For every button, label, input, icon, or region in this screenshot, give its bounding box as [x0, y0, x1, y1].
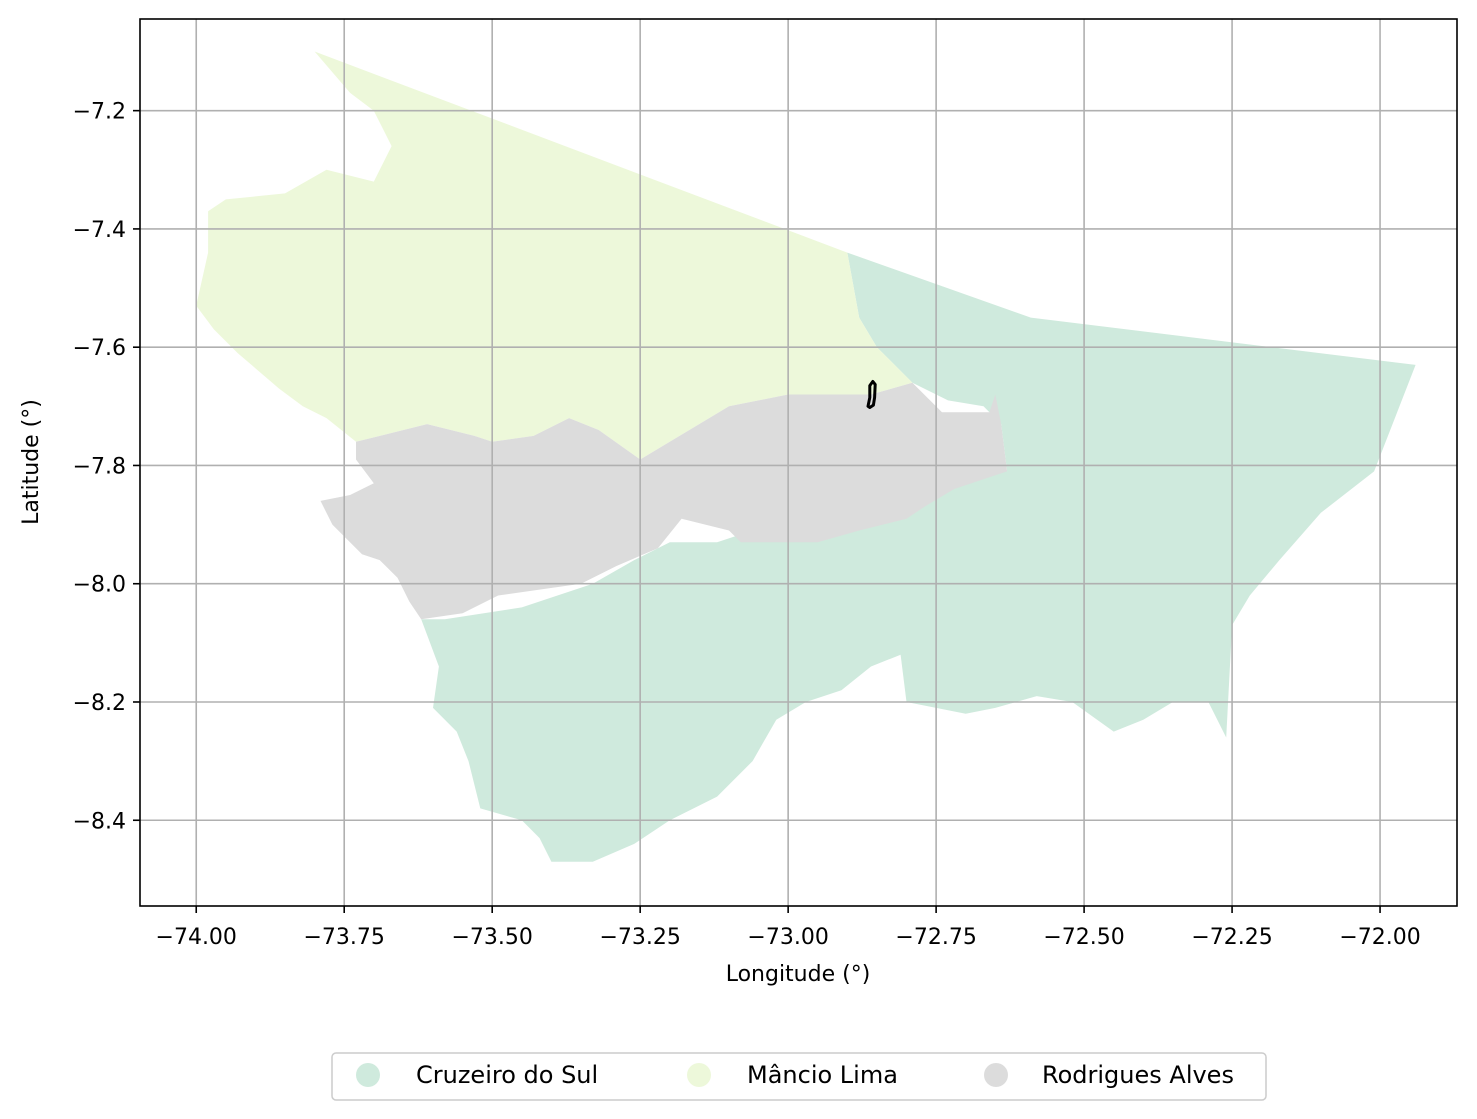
x-tick-label: −72.00: [1339, 925, 1420, 950]
outlined-feature: [866, 380, 877, 409]
ticks-layer: −74.00 −73.75 −73.50 −73.25 −73.00 −72.75 −72.…: [73, 100, 1421, 950]
y-tick-label: −8.0: [73, 573, 126, 598]
x-tick-label: −73.50: [451, 925, 532, 950]
legend-marker-mancio-lima: [687, 1063, 711, 1087]
y-tick-label: −8.2: [73, 691, 126, 716]
x-tick-label: −74.00: [156, 925, 237, 950]
legend-marker-cruzeiro-do-sul: [356, 1063, 380, 1087]
y-tick-label: −7.2: [73, 100, 126, 125]
x-tick-label: −72.25: [1191, 925, 1272, 950]
x-axis-label: Longitude (°): [726, 962, 871, 987]
x-tick-label: −73.25: [599, 925, 680, 950]
legend-label-rodrigues-alves: Rodrigues Alves: [1042, 1061, 1234, 1089]
legend-label-cruzeiro-do-sul: Cruzeiro do Sul: [416, 1061, 598, 1089]
y-tick-label: −7.6: [73, 336, 126, 361]
region-mancio-lima: [196, 51, 913, 460]
x-tick-label: −73.75: [303, 925, 384, 950]
legend-label-mancio-lima: Mâncio Lima: [747, 1061, 898, 1089]
region-cruzeiro-do-sul: [421, 252, 1416, 862]
x-tick-label: −72.50: [1043, 925, 1124, 950]
legend: Cruzeiro do Sul Mâncio Lima Rodrigues Al…: [331, 1052, 1267, 1101]
y-tick-label: −7.8: [73, 454, 126, 479]
outline-layer: [866, 380, 877, 409]
x-tick-label: −73.00: [747, 925, 828, 950]
y-tick-label: −7.4: [73, 218, 126, 243]
y-tick-label: −8.4: [73, 809, 126, 834]
grid-layer: [140, 19, 1457, 906]
y-axis-label: Latitude (°): [19, 399, 44, 525]
x-tick-label: −72.75: [895, 925, 976, 950]
plot-frame: [139, 18, 1458, 907]
legend-marker-rodrigues-alves: [984, 1063, 1008, 1087]
legend-box: [331, 1052, 1267, 1101]
